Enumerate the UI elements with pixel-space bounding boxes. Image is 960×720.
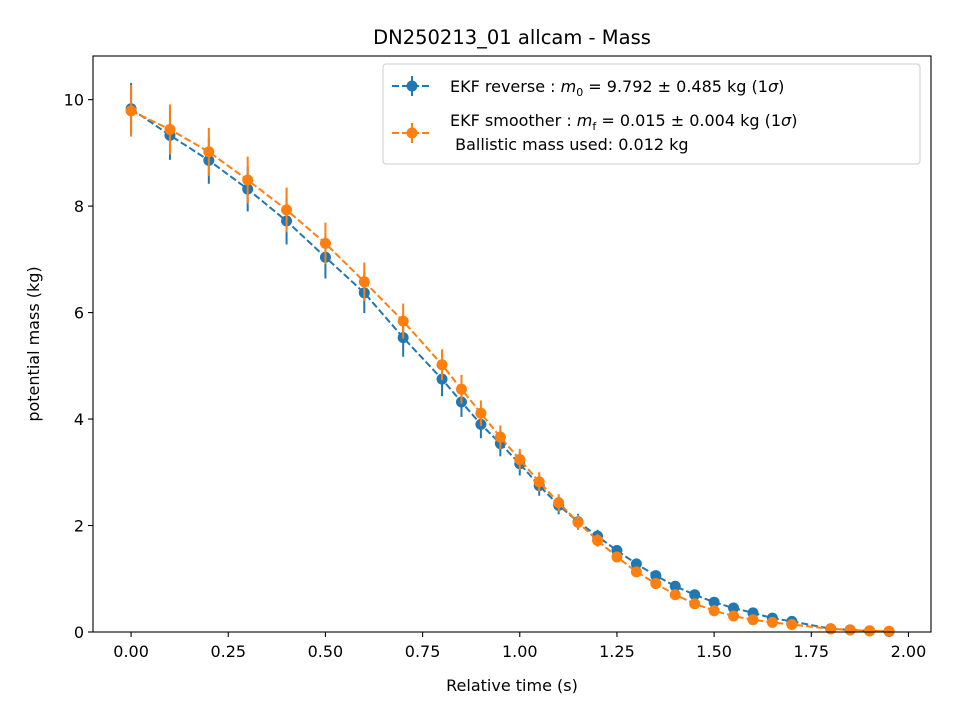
legend-label-ekf-reverse: EKF reverse : m0 = 9.792 ± 0.485 kg (1σ) — [450, 77, 784, 99]
x-tick-label: 1.25 — [599, 642, 635, 661]
y-tick-label: 2 — [74, 517, 84, 536]
data-point-ekf-reverse — [708, 596, 720, 608]
y-tick-label: 10 — [64, 91, 84, 110]
y-tick-label: 4 — [74, 410, 84, 429]
data-point-ekf-reverse — [630, 558, 642, 570]
legend-prefix: EKF reverse : — [450, 77, 561, 96]
data-point-ekf-reverse — [669, 580, 681, 592]
data-point-ekf-smoother — [708, 605, 720, 617]
data-point-ekf-smoother — [164, 123, 176, 135]
data-point-ekf-smoother — [494, 431, 506, 443]
data-point-ekf-smoother — [786, 619, 798, 631]
data-point-ekf-smoother — [825, 623, 837, 635]
legend-prefix: EKF smoother : — [450, 111, 577, 130]
data-point-ekf-smoother — [242, 174, 254, 186]
legend-symbol: m — [577, 111, 593, 130]
y-tick-label: 0 — [74, 623, 84, 642]
data-point-ekf-smoother — [319, 237, 331, 249]
legend-value: = 9.792 ± 0.485 kg (1 — [583, 77, 768, 96]
data-point-ekf-smoother — [611, 551, 623, 563]
data-point-ekf-smoother — [883, 625, 895, 637]
data-point-ekf-smoother — [533, 476, 545, 488]
legend-marker-ekf-reverse — [406, 80, 418, 92]
x-axis-label: Relative time (s) — [446, 676, 578, 695]
chart-title: DN250213_01 allcam - Mass — [373, 26, 651, 49]
legend-sigma: σ — [768, 77, 779, 96]
legend-close: ) — [791, 111, 797, 130]
legend-entry-ekf-smoother: EKF smoother : mf = 0.015 ± 0.004 kg (1σ… — [392, 111, 797, 154]
data-point-ekf-smoother — [125, 105, 137, 117]
data-point-ekf-smoother — [436, 359, 448, 371]
y-axis-ticks: 0 2 4 6 8 10 — [64, 91, 93, 642]
legend-box — [382, 63, 921, 165]
legend-sigma: σ — [781, 111, 792, 130]
y-axis-label: potential mass (kg) — [24, 266, 43, 421]
legend-subscript: 0 — [576, 86, 583, 99]
data-point-ekf-smoother — [455, 383, 467, 395]
x-tick-label: 0.00 — [113, 642, 149, 661]
legend-close: ) — [778, 77, 784, 96]
y-tick-label: 8 — [74, 197, 84, 216]
data-point-ekf-smoother — [553, 497, 565, 509]
legend: EKF reverse : m0 = 9.792 ± 0.485 kg (1σ)… — [382, 63, 921, 165]
y-tick-label: 6 — [74, 304, 84, 323]
data-point-ekf-smoother — [766, 616, 778, 628]
x-tick-label: 0.25 — [210, 642, 246, 661]
data-point-ekf-smoother — [630, 566, 642, 578]
data-point-ekf-smoother — [514, 454, 526, 466]
legend-label-ekf-smoother: EKF smoother : mf = 0.015 ± 0.004 kg (1σ… — [450, 111, 797, 133]
x-tick-label: 2.00 — [891, 642, 927, 661]
data-point-ekf-smoother — [203, 146, 215, 158]
data-point-ekf-smoother — [728, 610, 740, 622]
data-point-ekf-smoother — [844, 624, 856, 636]
legend-marker-ekf-smoother — [406, 127, 418, 139]
data-point-ekf-smoother — [475, 407, 487, 419]
plot-area-frame — [92, 55, 932, 633]
x-tick-label: 0.75 — [405, 642, 441, 661]
data-point-ekf-reverse — [689, 589, 701, 601]
data-point-ekf-smoother — [358, 276, 370, 288]
data-point-ekf-smoother — [592, 534, 604, 546]
data-point-ekf-smoother — [689, 598, 701, 610]
legend-value: = 0.015 ± 0.004 kg (1 — [596, 111, 781, 130]
legend-ballistic-mass: Ballistic mass used: 0.012 kg — [450, 135, 689, 154]
legend-entry-ekf-reverse: EKF reverse : m0 = 9.792 ± 0.485 kg (1σ) — [392, 76, 784, 99]
series-ekf-smoother — [125, 85, 895, 637]
data-point-ekf-reverse — [650, 570, 662, 582]
x-tick-label: 0.50 — [308, 642, 344, 661]
x-tick-label: 1.00 — [502, 642, 538, 661]
x-tick-label: 1.50 — [696, 642, 732, 661]
data-point-ekf-smoother — [669, 589, 681, 601]
data-point-ekf-reverse — [728, 602, 740, 614]
data-point-ekf-smoother — [397, 315, 409, 327]
x-tick-label: 1.75 — [793, 642, 829, 661]
data-point-ekf-smoother — [281, 204, 293, 216]
data-point-ekf-smoother — [864, 625, 876, 637]
data-point-ekf-smoother — [572, 516, 584, 528]
legend-symbol: m — [561, 77, 577, 96]
data-point-ekf-smoother — [747, 614, 759, 626]
legend-subscript: f — [592, 120, 597, 133]
x-axis-ticks: 0.00 0.25 0.50 0.75 1.00 1.25 1.50 1.75 2.00 — [113, 632, 926, 661]
data-point-ekf-smoother — [650, 578, 662, 590]
series-layer — [125, 82, 895, 637]
